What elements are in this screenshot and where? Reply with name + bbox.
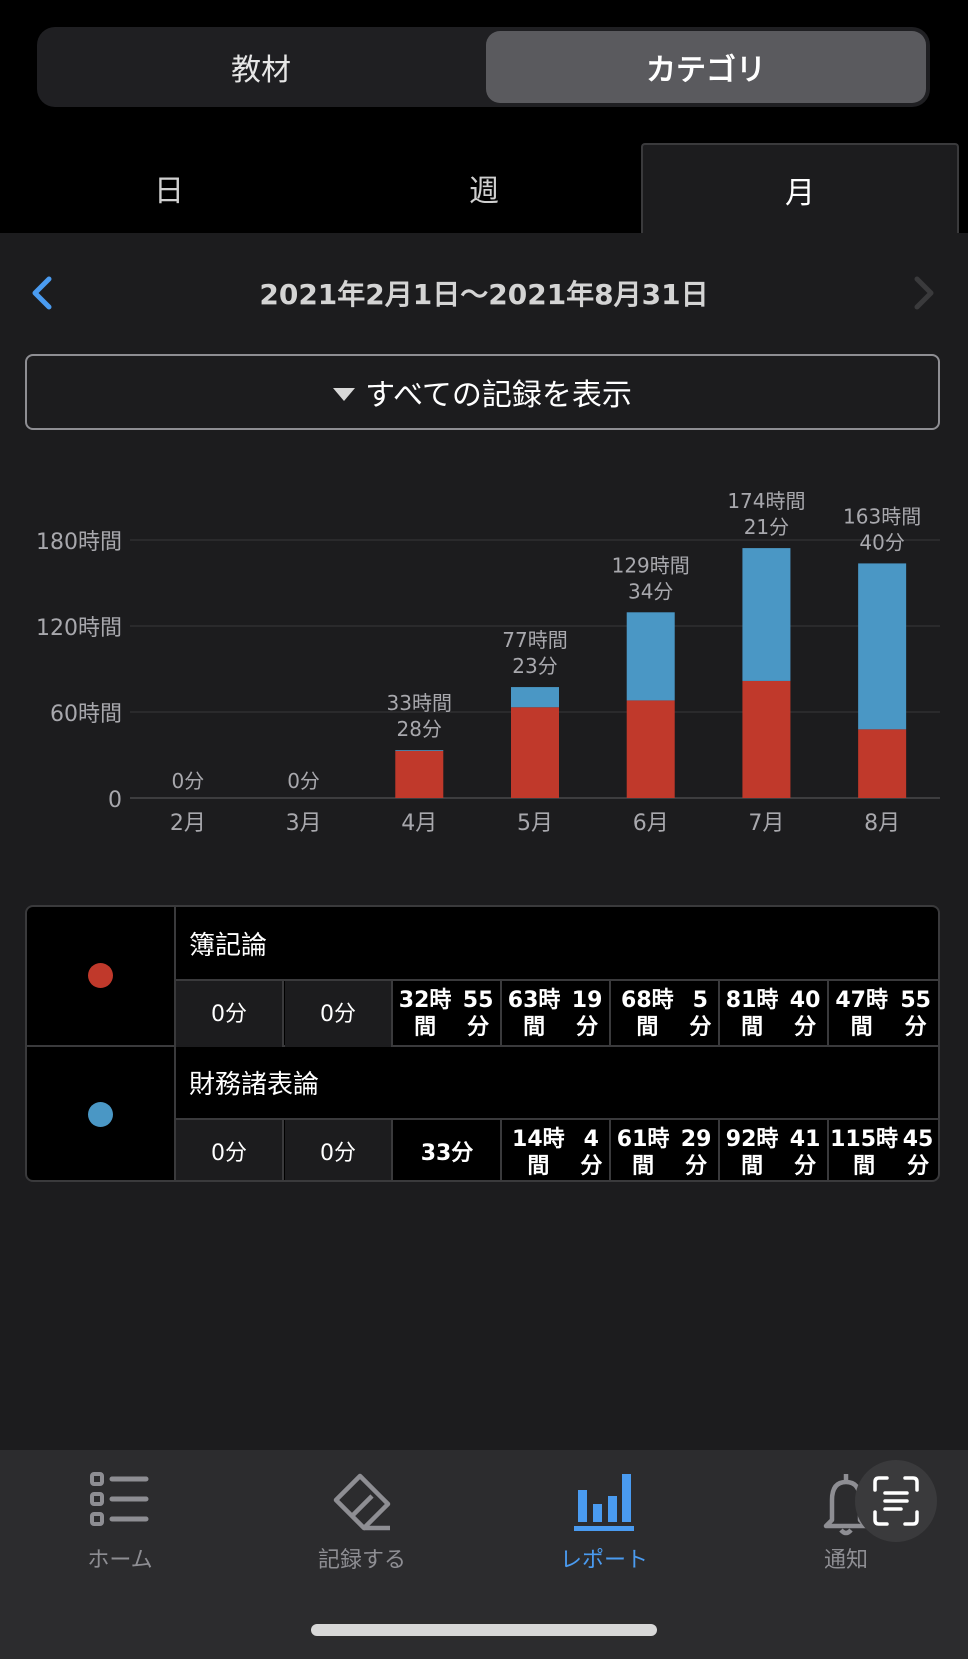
total-label: 34分 [628, 579, 673, 603]
total-label: 23分 [512, 654, 557, 678]
total-label: 28分 [397, 717, 442, 741]
tab-label: レポート [559, 1548, 648, 1573]
value-cell: 81時間 40分 [721, 981, 829, 1047]
text-scan-icon [873, 1476, 919, 1526]
bar-segment [395, 750, 444, 798]
value-cell: 68時間 5分 [612, 981, 720, 1047]
tab-label: 記録する [317, 1548, 406, 1573]
value-cell: 32時間 55分 [394, 981, 502, 1047]
bar-segment [742, 548, 791, 681]
report-panel [0, 233, 968, 1450]
list-icon [90, 1472, 149, 1526]
value-cell: 0分 [285, 981, 393, 1047]
total-label: 129時間 [612, 553, 690, 577]
table-row: 簿記論 0分 0分 32時間 55分 63時間 19分 68時間 5分 81時間 40分 47時間 5… [27, 907, 938, 1047]
total-label: 174時間 [727, 489, 805, 513]
value-cell: 0分 [285, 1120, 393, 1180]
x-tick-label: 5月 [517, 811, 553, 836]
tab-month[interactable]: 月 [641, 143, 959, 235]
tab-label: 通知 [823, 1548, 868, 1573]
value-cell: 47時間 55分 [835, 988, 931, 1040]
category-name: 財務諸表論 [189, 1069, 320, 1100]
value-cell: 61時間 29分 [612, 1120, 720, 1180]
eraser-icon [333, 1473, 391, 1531]
home-indicator [311, 1624, 657, 1636]
category-breakdown-table: 簿記論 0分 0分 32時間 55分 63時間 19分 68時間 5分 81時間 40分 47時間 5… [25, 905, 940, 1182]
value-cell: 115時間 45分 [830, 1127, 934, 1179]
table-row: 財務諸表論 0分 0分 33分 14時間 4分 61時間 29分 92時間 41分 115時間 45… [27, 1046, 938, 1180]
legend-dot-zaimu [88, 1102, 113, 1127]
y-tick-label: 120時間 [36, 616, 122, 641]
x-tick-label: 3月 [286, 811, 322, 836]
y-tick-label: 180時間 [36, 530, 122, 555]
total-label: 40分 [859, 530, 904, 554]
bar-segment [858, 729, 907, 798]
value-cell: 0分 [176, 1120, 284, 1180]
x-tick-label: 2月 [170, 811, 206, 836]
bar-segment [626, 700, 675, 798]
value-cell: 0分 [176, 981, 284, 1047]
tab-label: ホーム [87, 1548, 153, 1573]
bar-segment [511, 687, 559, 708]
x-tick-label: 6月 [633, 811, 669, 836]
tab-record[interactable]: 記録する [272, 1470, 452, 1580]
total-label: 21分 [744, 515, 789, 539]
value-cell: 63時間 19分 [503, 981, 611, 1047]
period-tabs: 日 週 月 [0, 143, 968, 235]
chevron-left-icon [32, 276, 52, 310]
total-label: 0分 [287, 769, 320, 793]
total-label: 33時間 [387, 691, 452, 715]
chevron-right-icon [914, 276, 934, 310]
value-cell: 92時間 41分 [721, 1120, 829, 1180]
monthly-values: 0分 0分 33分 14時間 4分 61時間 29分 92時間 41分 115時間 45分 [176, 1118, 938, 1180]
bar-segment [742, 680, 791, 798]
bar-segment [626, 612, 675, 701]
total-label: 163時間 [843, 504, 921, 528]
x-tick-label: 4月 [401, 811, 437, 836]
segment-category[interactable]: カテゴリ [486, 31, 926, 103]
prev-period-button[interactable] [22, 262, 62, 324]
value-cell: 14時間 4分 [503, 1120, 611, 1180]
scan-text-button[interactable] [855, 1460, 937, 1542]
x-tick-label: 8月 [864, 811, 900, 836]
value-cell: 33分 [394, 1120, 502, 1180]
y-tick-label: 0 [108, 788, 122, 813]
tab-report[interactable]: レポート [514, 1470, 694, 1580]
bar-segment [511, 707, 559, 798]
total-label: 77時間 [502, 628, 567, 652]
category-name: 簿記論 [189, 930, 268, 961]
next-period-button[interactable] [904, 262, 944, 324]
legend-swatch-cell [27, 1046, 176, 1180]
x-tick-label: 7月 [748, 811, 784, 836]
total-label: 0分 [171, 769, 204, 793]
tab-day[interactable]: 日 [154, 174, 184, 209]
date-range: 2021年2月1日〜2021年8月31日 [259, 278, 709, 311]
caret-down-icon [333, 387, 356, 401]
legend-swatch-cell [27, 907, 176, 1045]
monthly-values: 0分 0分 32時間 55分 63時間 19分 68時間 5分 81時間 40分 47時間 55分 [176, 979, 938, 1047]
segment-materials[interactable]: 教材 [231, 53, 291, 88]
tab-home[interactable]: ホーム [30, 1470, 210, 1580]
filter-label: すべての記録を表示 [365, 378, 632, 413]
y-tick-label: 60時間 [50, 702, 122, 727]
filter-dropdown[interactable]: すべての記録を表示 [25, 354, 940, 430]
bar-segment [395, 750, 444, 751]
bar-chart-icon [574, 1474, 634, 1531]
legend-dot-boki [88, 963, 113, 988]
segmented-control: 教材 カテゴリ [37, 27, 930, 107]
tab-week[interactable]: 週 [469, 174, 499, 209]
bar-segment [858, 563, 907, 730]
